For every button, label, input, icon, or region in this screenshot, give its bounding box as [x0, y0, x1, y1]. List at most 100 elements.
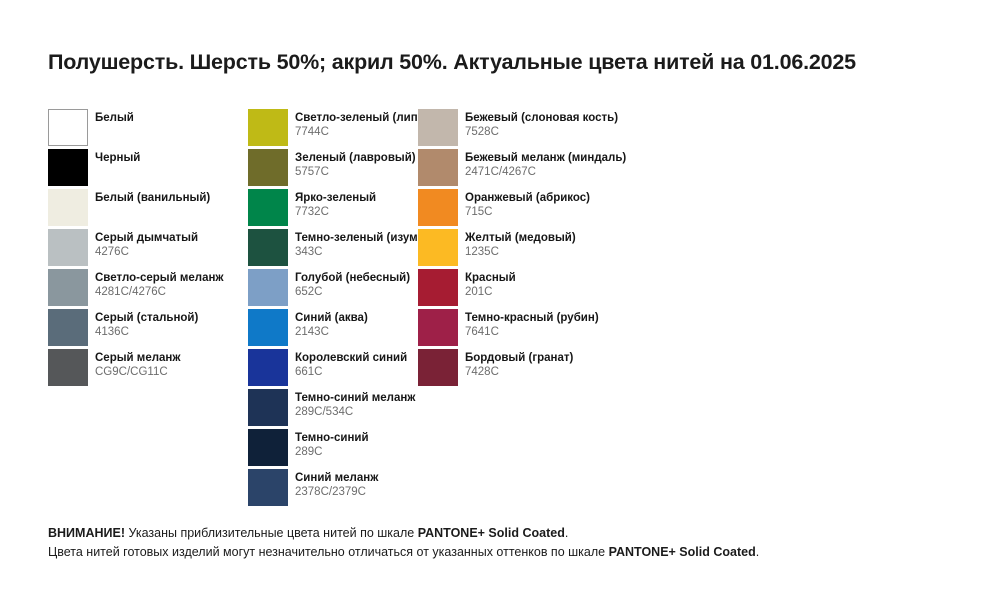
color-swatch [248, 229, 288, 266]
swatch-columns: Белый Черный Белый (ванильный) Серый дымчат… [48, 109, 968, 509]
swatch-name: Королевский синий [295, 352, 408, 364]
swatch-row: Серый (стальной) 4136C [48, 309, 248, 349]
color-swatch [48, 189, 88, 226]
swatch-text: Бежевый (слоновая кость) 7528C [465, 109, 618, 139]
swatch-row: Ярко-зеленый 7732C [248, 189, 418, 229]
swatch-row: Темно-красный (рубин) 7641C [418, 309, 718, 349]
color-swatch [48, 349, 88, 386]
color-swatch [248, 469, 288, 506]
swatch-name: Серый дымчатый [95, 232, 199, 244]
swatch-text: Светло-зеленый (липа) 7744C [295, 109, 428, 139]
swatch-pantone-code: 2143C [295, 326, 329, 338]
swatch-pantone-code: 715C [465, 206, 493, 218]
swatch-text: Бордовый (гранат) 7428C [465, 349, 573, 379]
swatch-text: Синий (аква) 2143C [295, 309, 368, 339]
swatch-pantone-code: 7732C [295, 206, 329, 218]
swatch-row: Черный [48, 149, 248, 189]
swatch-name: Бордовый (гранат) [465, 352, 574, 364]
swatch-name: Желтый (медовый) [465, 232, 576, 244]
swatch-text: Бежевый меланж (миндаль) 2471C/4267C [465, 149, 626, 179]
swatch-pantone-code: 4281C/4276C [95, 286, 166, 298]
color-swatch [418, 229, 458, 266]
swatch-row: Белый (ванильный) [48, 189, 248, 229]
swatch-pantone-code: 289C/534C [295, 406, 354, 418]
swatch-row: Красный 201C [418, 269, 718, 309]
footer-brand-1: PANTONE+ Solid Coated [417, 526, 565, 540]
swatch-text: Оранжевый (абрикос) 715C [465, 189, 590, 219]
color-swatch [48, 229, 88, 266]
swatch-pantone-code: 1235C [465, 246, 499, 258]
swatch-name: Темно-синий меланж [295, 392, 416, 404]
color-swatch [48, 269, 88, 306]
color-swatch [248, 189, 288, 226]
swatch-name: Голубой (небесный) [295, 272, 411, 284]
swatch-name: Светло-зеленый (липа) [295, 112, 428, 124]
color-swatch [248, 429, 288, 466]
swatch-pantone-code: 652C [295, 286, 323, 298]
footer-line-2-text: Цвета нитей готовых изделий могут незнач… [48, 545, 609, 559]
footer-brand-2: PANTONE+ Solid Coated [608, 545, 756, 559]
swatch-text: Синий меланж 2378C/2379C [295, 469, 378, 499]
swatch-name: Темно-синий [295, 432, 369, 444]
swatch-name: Бежевый (слоновая кость) [465, 112, 619, 124]
swatch-name: Серый меланж [95, 352, 181, 364]
color-swatch [48, 309, 88, 346]
swatch-pantone-code: 4276C [95, 246, 129, 258]
swatch-pantone-code: 4136C [95, 326, 129, 338]
footer-line-1: ВНИМАНИЕ! Указаны приблизительные цвета … [48, 524, 968, 543]
swatch-text: Королевский синий 661C [295, 349, 407, 379]
swatch-name: Темно-красный (рубин) [465, 312, 599, 324]
color-swatch [418, 149, 458, 186]
swatch-pantone-code: 289C [295, 446, 323, 458]
swatch-text: Серый (стальной) 4136C [95, 309, 198, 339]
swatch-pantone-code: 7528C [465, 126, 499, 138]
swatch-pantone-code: 7641C [465, 326, 499, 338]
swatch-row: Королевский синий 661C [248, 349, 418, 389]
swatch-row: Светло-зеленый (липа) 7744C [248, 109, 428, 149]
color-swatch [248, 349, 288, 386]
swatch-text: Темно-зеленый (изумруд) 343C [295, 229, 442, 259]
swatch-name: Черный [95, 152, 141, 164]
swatch-row: Бежевый (слоновая кость) 7528C [418, 109, 718, 149]
swatch-row: Белый [48, 109, 248, 149]
swatch-column-1: Белый Черный Белый (ванильный) Серый дымчат… [48, 109, 248, 389]
color-swatch [248, 149, 288, 186]
swatch-name: Белый [95, 112, 134, 124]
swatch-text: Белый [95, 109, 134, 125]
swatch-row: Серый меланж CG9C/CG11C [48, 349, 248, 389]
swatch-pantone-code: 5757C [295, 166, 329, 178]
color-swatch [248, 269, 288, 306]
swatch-pantone-code: 201C [465, 286, 493, 298]
footer-line-1-text: Указаны приблизительные цвета нитей по ш… [125, 526, 418, 540]
swatch-text: Зеленый (лавровый) 5757C [295, 149, 416, 179]
swatch-text: Темно-красный (рубин) 7641C [465, 309, 599, 339]
color-swatch [48, 149, 88, 186]
swatch-text: Светло-серый меланж 4281C/4276C [95, 269, 224, 299]
color-swatch [248, 309, 288, 346]
swatch-name: Светло-серый меланж [95, 272, 224, 284]
swatch-text: Белый (ванильный) [95, 189, 210, 205]
swatch-row: Голубой (небесный) 652C [248, 269, 418, 309]
swatch-pantone-code: 343C [295, 246, 323, 258]
swatch-name: Бежевый меланж (миндаль) [465, 152, 627, 164]
swatch-name: Красный [465, 272, 516, 284]
swatch-text: Серый меланж CG9C/CG11C [95, 349, 181, 379]
color-swatch [418, 349, 458, 386]
swatch-pantone-code: CG9C/CG11C [95, 366, 168, 378]
swatch-text: Серый дымчатый 4276C [95, 229, 198, 259]
color-swatch [418, 309, 458, 346]
swatch-row: Зеленый (лавровый) 5757C [248, 149, 418, 189]
swatch-row: Темно-синий меланж 289C/534C [248, 389, 418, 429]
swatch-row: Синий (аква) 2143C [248, 309, 418, 349]
swatch-row: Синий меланж 2378C/2379C [248, 469, 418, 509]
swatch-row: Светло-серый меланж 4281C/4276C [48, 269, 248, 309]
color-swatch [418, 189, 458, 226]
swatch-text: Темно-синий меланж 289C/534C [295, 389, 415, 419]
swatch-text: Черный [95, 149, 140, 165]
color-swatch [248, 389, 288, 426]
footer-notes: ВНИМАНИЕ! Указаны приблизительные цвета … [48, 524, 968, 562]
swatch-pantone-code: 2378C/2379C [295, 486, 366, 498]
swatch-text: Красный 201C [465, 269, 516, 299]
swatch-text: Голубой (небесный) 652C [295, 269, 410, 299]
